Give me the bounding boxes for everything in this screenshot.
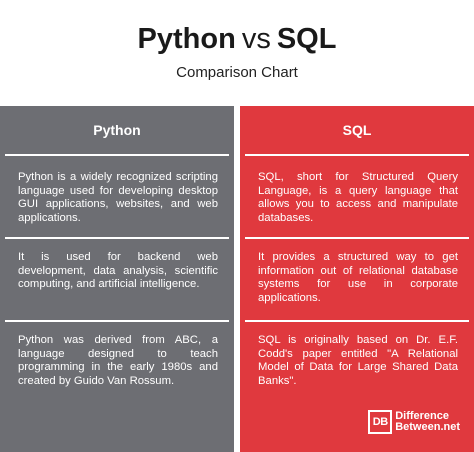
sql-column: SQL SQL, short for Structured Query Lang… (240, 106, 474, 452)
python-cell-2: It is used for backend web development, … (18, 251, 218, 291)
row-divider (5, 237, 229, 239)
row-divider (5, 320, 229, 322)
title-left: Python (137, 23, 236, 55)
python-cell-1: Python is a widely recognized scripting … (18, 171, 218, 224)
row-divider (245, 320, 469, 322)
logo-line-1: Difference (395, 410, 449, 422)
title-vs: vs (241, 23, 271, 55)
sql-cell-3: SQL is originally based on Dr. E.F. Codd… (258, 334, 458, 387)
python-cell-3: Python was derived from ABC, a language … (18, 334, 218, 387)
row-divider (245, 154, 469, 156)
python-column: Python Python is a widely recognized scr… (0, 106, 234, 452)
logo-line-2: Between.net (395, 421, 460, 433)
row-divider (5, 154, 229, 156)
db-logo-icon: DB (368, 410, 393, 434)
python-header: Python (93, 122, 141, 138)
row-divider (245, 237, 469, 239)
page-title: Python vs SQL (0, 22, 474, 56)
logo-text: Difference Between.net (395, 411, 460, 433)
sql-cell-1: SQL, short for Structured Query Language… (258, 171, 458, 224)
page-subtitle: Comparison Chart (176, 64, 298, 81)
title-right: SQL (276, 23, 337, 55)
sql-cell-2: It provides a structured way to get info… (258, 251, 458, 304)
difference-between-logo: DB Difference Between.net (368, 410, 460, 434)
sql-header: SQL (342, 122, 372, 138)
